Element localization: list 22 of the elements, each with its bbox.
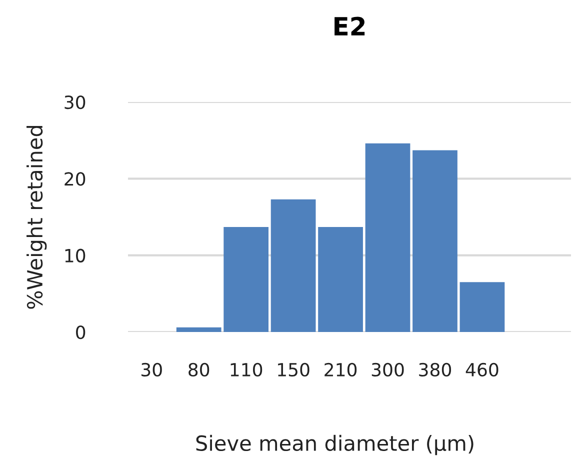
bar <box>412 150 458 332</box>
x-tick-label: 30 <box>142 362 162 377</box>
y-axis-title: %Weight retained <box>26 126 47 309</box>
y-tick-label: 30 <box>64 95 86 110</box>
x-tick-label: 380 <box>419 362 452 377</box>
x-tick-label: 460 <box>466 362 498 377</box>
bar <box>270 199 316 332</box>
bar <box>460 282 505 332</box>
x-axis-title: Sieve mean diameter (µm) <box>196 434 474 456</box>
bar <box>176 327 222 332</box>
x-tick-label: 300 <box>372 362 404 377</box>
y-tick-label: 0 <box>76 325 86 340</box>
x-tick-label: 150 <box>278 362 310 377</box>
bar <box>365 143 410 332</box>
bar <box>224 226 269 332</box>
bar <box>318 226 363 332</box>
y-tick-label: 10 <box>65 248 86 262</box>
x-tick-label: 80 <box>188 362 210 377</box>
y-tick-label: 20 <box>64 172 86 186</box>
x-tick-label: 110 <box>230 362 262 377</box>
chart-title: E2 <box>334 16 365 36</box>
x-tick-label: 210 <box>324 362 357 377</box>
